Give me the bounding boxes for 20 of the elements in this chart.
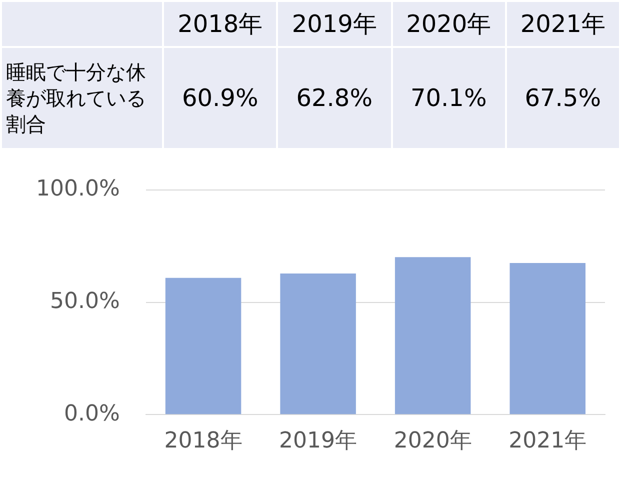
data-label: 60.9% (163, 47, 278, 149)
y-tick-label: 50.0% (50, 289, 120, 314)
bar (510, 262, 586, 414)
x-tick-label: 2021年 (508, 428, 587, 454)
category-label: 2020年 (406, 10, 492, 38)
data-label: 70.1% (392, 47, 506, 149)
x-tick-label: 2020年 (394, 428, 472, 454)
bar (394, 257, 471, 414)
bar (165, 278, 242, 414)
text: 睡眠で十分な休養が取れている割合 (1, 47, 163, 149)
x-tick-label: 2018年 (164, 428, 242, 454)
category-label: 2019年 (292, 10, 377, 38)
category-label: 2021年 (520, 10, 606, 38)
bar (280, 274, 356, 414)
data-label: 62.8% (277, 47, 392, 149)
y-tick-label: 0.0% (64, 401, 120, 426)
data-label: 67.5% (506, 47, 620, 149)
category-label: 2018年 (178, 10, 263, 38)
x-tick-label: 2019年 (279, 428, 358, 454)
y-tick-label: 100.0% (36, 176, 120, 202)
